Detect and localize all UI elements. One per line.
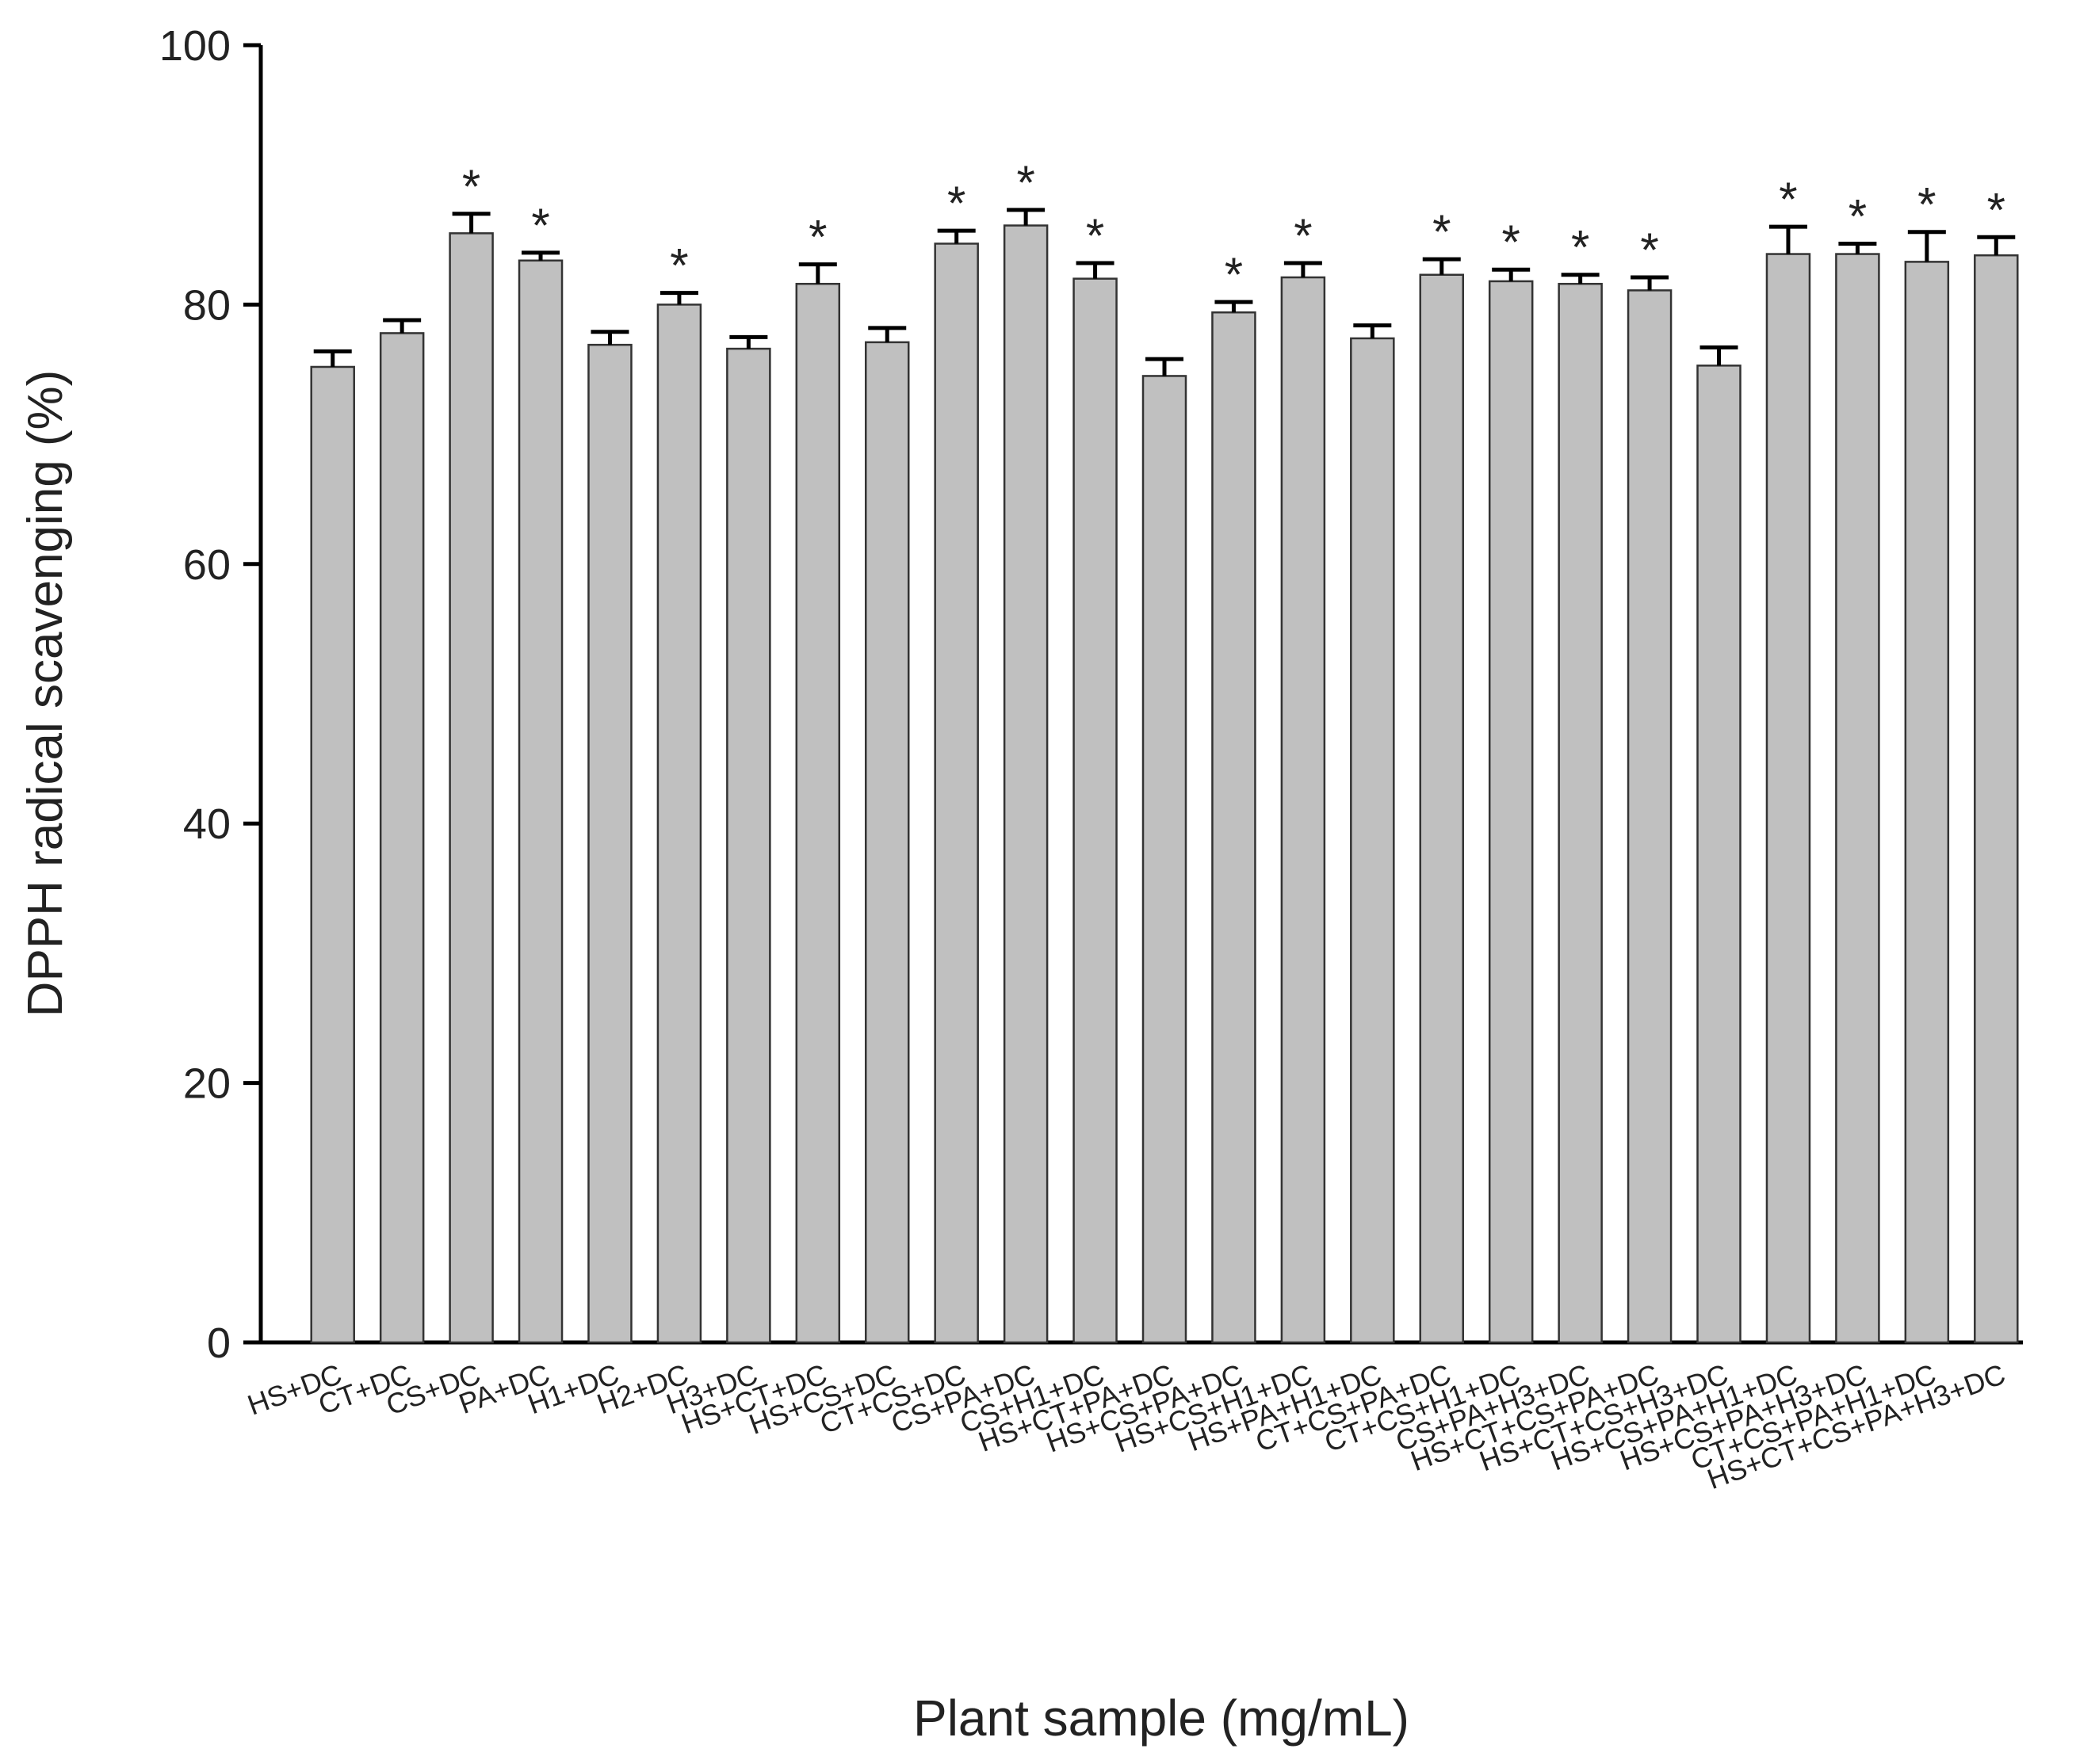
bar	[1280, 276, 1326, 1344]
bar	[1488, 280, 1534, 1344]
error-bar	[1145, 357, 1183, 376]
significance-mark: *	[1849, 189, 1867, 242]
significance-mark: *	[670, 239, 688, 292]
significance-mark: *	[1571, 221, 1589, 274]
bar	[726, 347, 771, 1344]
significance-mark: *	[1086, 209, 1104, 262]
bar	[1696, 365, 1741, 1344]
significance-mark: *	[1779, 173, 1797, 226]
error-bar	[1353, 323, 1392, 338]
significance-mark: *	[531, 199, 549, 252]
bar	[518, 259, 564, 1344]
bar	[1904, 261, 1950, 1344]
error-bar	[1076, 261, 1114, 279]
bar	[1558, 282, 1603, 1344]
y-tick-label: 40	[183, 800, 231, 848]
bar	[379, 332, 425, 1344]
error-bar	[1977, 235, 2016, 256]
bar	[1350, 337, 1395, 1344]
error-bar	[452, 212, 491, 234]
significance-mark: *	[1502, 216, 1520, 269]
significance-mark: *	[1432, 205, 1451, 258]
bar	[1974, 254, 2019, 1344]
bar	[1419, 273, 1465, 1344]
significance-mark: *	[809, 211, 827, 264]
significance-mark: *	[1225, 248, 1243, 301]
significance-mark: *	[1987, 183, 2005, 236]
error-bar	[1283, 261, 1322, 278]
bar	[587, 343, 633, 1344]
significance-mark: *	[947, 177, 965, 230]
y-axis-label: DPPH radical scavenging (%)	[18, 370, 73, 1018]
significance-mark: *	[1640, 223, 1658, 277]
error-bar	[729, 334, 768, 349]
y-tick-label: 80	[183, 281, 231, 329]
x-axis-label: Plant sample (mg/mL)	[913, 1690, 1409, 1747]
error-bar	[1768, 224, 1807, 254]
y-tick-label: 0	[207, 1319, 231, 1367]
error-bar	[591, 330, 629, 346]
bar	[864, 341, 910, 1344]
bar	[449, 232, 494, 1344]
bar	[1141, 375, 1187, 1344]
bar	[1211, 311, 1256, 1344]
bar	[1072, 277, 1118, 1344]
bar	[656, 304, 702, 1344]
error-bar	[1007, 208, 1046, 226]
error-bar	[937, 228, 976, 244]
error-bar	[383, 318, 422, 334]
bar	[310, 365, 355, 1344]
bar	[1835, 253, 1880, 1344]
y-tick-label: 60	[183, 541, 231, 589]
error-bar	[313, 349, 352, 367]
bar	[1627, 289, 1673, 1344]
bar	[1003, 224, 1049, 1344]
error-bar	[868, 326, 907, 342]
error-bar	[1699, 345, 1738, 366]
bar	[1765, 253, 1811, 1344]
significance-mark: *	[462, 160, 480, 213]
error-bar	[522, 250, 560, 261]
bar	[795, 282, 841, 1344]
error-bar	[1214, 300, 1253, 313]
error-bar	[798, 262, 837, 284]
error-bar	[1907, 230, 1946, 262]
error-bar	[1561, 273, 1600, 284]
y-tick-label: 20	[183, 1060, 231, 1108]
significance-mark: *	[1294, 209, 1312, 262]
significance-mark: *	[1016, 156, 1034, 209]
error-bar	[1838, 241, 1877, 254]
error-bar	[1422, 257, 1461, 275]
y-tick-label: 100	[159, 22, 231, 70]
error-bar	[660, 291, 698, 305]
bar	[934, 242, 979, 1344]
error-bar	[1492, 267, 1531, 281]
significance-mark: *	[1917, 178, 1936, 231]
error-bar	[1631, 275, 1669, 291]
